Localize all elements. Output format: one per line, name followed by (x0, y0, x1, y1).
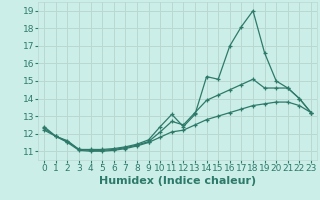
X-axis label: Humidex (Indice chaleur): Humidex (Indice chaleur) (99, 176, 256, 186)
